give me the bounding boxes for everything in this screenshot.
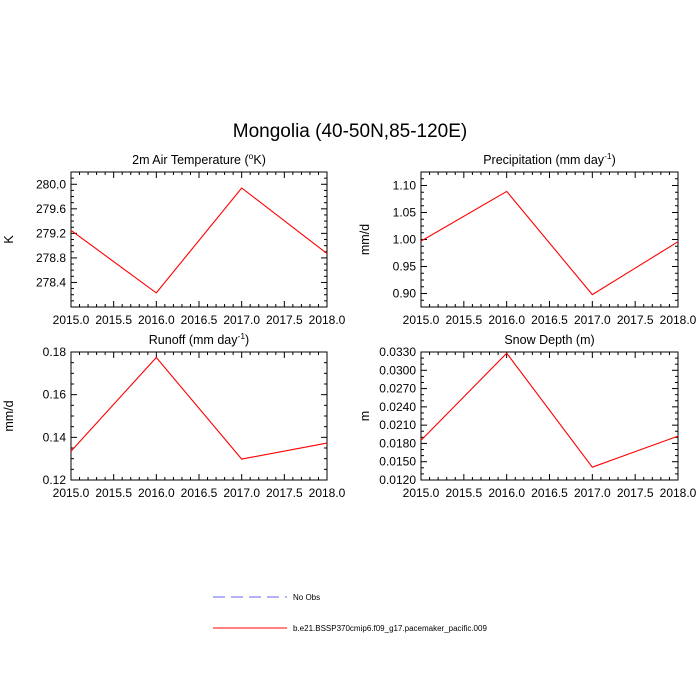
panels: 2m Air Temperature (oK) K 2015.0 2015.5 2016… [2,151,697,500]
figure-title: Mongolia (40-50N,85-120E) [233,121,467,142]
x-tick-label: 2017.5 [266,486,303,500]
x-tick-label: 2018.0 [309,486,346,500]
y-tick-label: 0.16 [43,388,67,402]
y-tick-label: 0.90 [393,287,417,301]
x-tick-label: 2015.5 [95,313,132,327]
x-tick-label: 2016.0 [488,486,525,500]
y-axis-label: mm/d [2,400,16,431]
y-axis-label: m [358,411,372,421]
x-tick-label: 2017.5 [266,313,303,327]
plot-frame [420,351,679,481]
panel-2: Precipitation (mm day-1) mm/d 2015.0 2015.5… [358,151,697,327]
y-tick-label: 0.18 [43,345,67,359]
y-tick-label: 0.0210 [379,418,416,432]
x-tick-label: 2017.0 [223,486,260,500]
legend: No Obs b.e21.BSSP370cmip6.f09_g17.pacemak… [213,593,487,633]
x-tick-label: 2018.0 [660,486,697,500]
x-tick-label: 2017.5 [617,313,654,327]
x-tick-label: 2015.0 [403,486,440,500]
x-tick-label: 2015.5 [95,486,132,500]
plot-frame [70,351,328,481]
series-line [420,190,679,296]
x-tick-label: 2016.0 [488,313,525,327]
x-tick-label: 2015.0 [53,313,90,327]
y-tick-label: 279.2 [36,226,66,240]
x-tick-label: 2016.5 [181,313,218,327]
y-tick-label: 0.0300 [379,363,416,377]
x-tick-label: 2016.0 [138,313,175,327]
x-tick-label: 2018.0 [309,313,346,327]
y-tick-label: 278.4 [36,275,66,289]
x-tick-label: 2018.0 [660,313,697,327]
x-tick-label: 2015.0 [403,313,440,327]
series-line [420,352,679,468]
y-tick-label: 279.6 [36,202,66,216]
legend-label-2: b.e21.BSSP370cmip6.f09_g17.pacemaker_pac… [293,624,487,633]
plot-frame [70,171,328,308]
y-tick-label: 0.0120 [379,473,416,487]
plot-frame [420,171,679,308]
x-tick-label: 2017.5 [617,486,654,500]
y-axis-label: mm/d [358,224,372,255]
y-tick-label: 0.14 [43,430,67,444]
panel-3: Runoff (mm day-1) mm/d 2015.0 2015.5 2016.0 2… [2,331,346,500]
y-tick-label: 0.0240 [379,400,416,414]
series-line [70,187,328,294]
x-tick-label: 2015.5 [445,486,482,500]
x-tick-label: 2016.5 [531,313,568,327]
x-tick-label: 2017.0 [223,313,260,327]
y-tick-label: 0.0270 [379,382,416,396]
x-tick-label: 2015.0 [53,486,90,500]
x-tick-label: 2017.0 [574,313,611,327]
panel-1: 2m Air Temperature (oK) K 2015.0 2015.5 2016… [2,151,346,327]
y-tick-label: 0.95 [393,260,417,274]
series-line [70,356,328,460]
y-tick-label: 278.8 [36,251,66,265]
y-tick-label: 0.0150 [379,455,416,469]
panel-title: 2m Air Temperature (oK) [132,151,266,167]
panel-title: Precipitation (mm day-1) [483,151,616,167]
panel-title: Runoff (mm day-1) [149,331,249,347]
legend-label-1: No Obs [293,593,320,602]
y-tick-label: 0.12 [43,473,67,487]
y-tick-label: 1.10 [393,179,417,193]
panel-4: Snow Depth (m) m 2015.0 2015.5 2016.0 2016.5 2… [358,333,697,500]
x-tick-label: 2016.5 [531,486,568,500]
y-axis-label: K [2,235,16,244]
panel-title: Snow Depth (m) [504,333,594,347]
y-tick-label: 280.0 [36,177,66,191]
y-tick-label: 0.0180 [379,436,416,450]
x-tick-label: 2015.5 [445,313,482,327]
x-tick-label: 2017.0 [574,486,611,500]
y-tick-label: 1.00 [393,233,417,247]
x-tick-label: 2016.5 [181,486,218,500]
x-tick-label: 2016.0 [138,486,175,500]
y-tick-label: 1.05 [393,206,417,220]
y-tick-label: 0.0330 [379,345,416,359]
